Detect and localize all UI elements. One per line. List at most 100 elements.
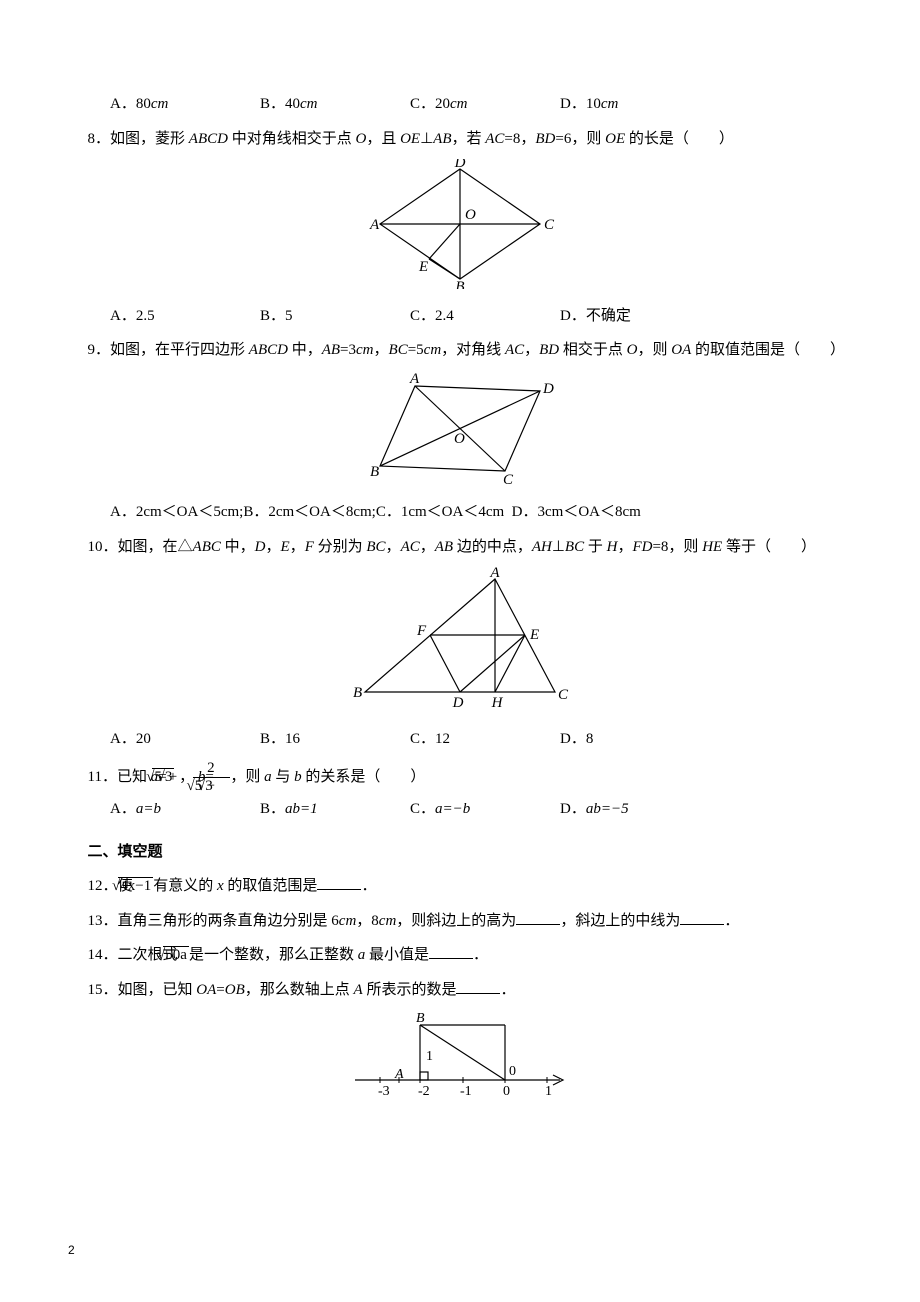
q11-frac: 25−3 (214, 760, 230, 796)
q7-d-unit: cm (601, 96, 619, 112)
q15-tick-n2: -2 (418, 1084, 430, 1099)
q9-ac: AC (505, 342, 524, 358)
q11-num: 11． (88, 769, 117, 785)
q9-ab: AB (322, 342, 340, 358)
q10-e: E (281, 539, 290, 555)
q8-opt-c: C．2.4 (410, 302, 550, 331)
q10-ac: AC (401, 539, 420, 555)
q10-t1: 如图，在△ (118, 539, 193, 555)
q8: 8．如图，菱形 ABCD 中对角线相交于点 O，且 OE⊥AB，若 AC=8，B… (68, 125, 852, 154)
q12-expr: 4x−1 (118, 877, 153, 894)
q11-3b: 3 (203, 777, 215, 794)
q7-opt-d: D．10cm (560, 90, 700, 119)
q13-num: 13． (88, 913, 118, 929)
q13-cm1: cm (339, 913, 357, 929)
q14-num: 14． (88, 947, 118, 963)
q11-options: A．a=b B．ab=1 C．a=−b D．ab=−5 (68, 795, 852, 824)
q14-expr: 50a (163, 946, 189, 963)
q15: 15．如图，已知 OA=OB，那么数轴上点 A 所表示的数是． (68, 976, 852, 1005)
q11-t2: ，则 (230, 769, 264, 785)
svg-text:A: A (409, 371, 420, 387)
q9-cm1: cm (356, 342, 374, 358)
q9-t4: 相交于点 (559, 342, 627, 358)
q15-lbl-b: B (416, 1011, 425, 1026)
q8-options: A．2.5 B．5 C．2.4 D．不确定 (68, 302, 852, 331)
q8-abcd: ABCD (189, 131, 228, 147)
svg-text:C: C (503, 472, 514, 486)
q8-eq8: =8， (504, 131, 535, 147)
q15-tick-n3: -3 (378, 1084, 390, 1099)
svg-text:B: B (370, 464, 379, 480)
q13-p: ． (724, 913, 739, 929)
q15-svg: -3 -2 -1 0 1 B A 1 0 (350, 1010, 570, 1105)
q14: 14．二次根式50a是一个整数，那么正整数 a 最小值是． (68, 941, 852, 970)
q12-sqrt: 4x−1 (133, 872, 154, 901)
q11-b-eq: ab=1 (285, 801, 318, 817)
q11-b-lbl: B． (260, 801, 285, 817)
q15-lbl-0: 0 (509, 1064, 516, 1079)
svg-text:D: D (452, 695, 464, 711)
q15-p: ． (500, 982, 515, 998)
q8-opt-d: D．不确定 (560, 302, 700, 331)
q15-b: ，那么数轴上点 (245, 982, 354, 998)
q9: 9．如图，在平行四边形 ABCD 中，AB=3cm，BC=5cm，对角线 AC，… (68, 336, 852, 365)
q8-t4: ，若 (451, 131, 485, 147)
q15-c: 所表示的数是 (363, 982, 457, 998)
q15-ob: OB (225, 982, 245, 998)
q15-figure: -3 -2 -1 0 1 B A 1 0 (68, 1010, 852, 1116)
svg-text:C: C (544, 217, 555, 233)
q13-b: ，8 (356, 913, 379, 929)
q14-c: 最小值是 (365, 947, 429, 963)
q7-opt-c: C．20cm (410, 90, 550, 119)
q10-bc: BC (366, 539, 385, 555)
q11-c-eq: a=−b (435, 801, 470, 817)
q11: 11．已知 a=5+3， b=25−3，则 a 与 b 的关系是（ ） (68, 759, 852, 795)
q10-t4: 边的中点， (453, 539, 532, 555)
q9-t2: 中， (288, 342, 322, 358)
q15-oa: OA (196, 982, 216, 998)
q10-t5: 于 (584, 539, 607, 555)
q7-options: A．80cm B．40cm C．20cm D．10cm (68, 90, 852, 119)
q8-svg: D A C B O E (360, 159, 560, 289)
q11-2: 2 (214, 760, 230, 778)
q12-c: 的取值范围是 (224, 878, 318, 894)
q9-figure: A D B C O (68, 371, 852, 497)
q10-opt-b: B．16 (260, 725, 400, 754)
q14-sqrt: 50a (178, 941, 189, 970)
q8-oe2: OE (605, 131, 625, 147)
q7-c-text: C．20 (410, 96, 450, 112)
q10-h: H (607, 539, 618, 555)
q10-ah: AH (532, 539, 552, 555)
q9-t5: ，则 (637, 342, 671, 358)
q9-o: O (627, 342, 638, 358)
q11-sqrt3b: 3 (215, 778, 217, 795)
q8-bd: BD (535, 131, 555, 147)
q15-eq: = (216, 982, 224, 998)
svg-text:C: C (558, 687, 569, 703)
q15-a: 如图，已知 (118, 982, 197, 998)
svg-text:B: B (353, 685, 362, 701)
q8-oe: OE (400, 131, 420, 147)
q9-c1: ， (374, 342, 389, 358)
q13-d: ，斜边上的中线为 (560, 913, 680, 929)
q9-t6: 的取值范围是（ ） (691, 342, 845, 358)
svg-text:O: O (454, 431, 465, 447)
q9-c2: ， (524, 342, 539, 358)
q10-perp: ⊥ (552, 539, 565, 555)
q10-fd: FD (632, 539, 652, 555)
q8-t2: 中对角线相交于点 (228, 131, 356, 147)
svg-text:H: H (491, 695, 504, 711)
q7-a-unit: cm (151, 96, 169, 112)
page: A．80cm B．40cm C．20cm D．10cm 8．如图，菱形 ABCD… (0, 0, 920, 1302)
q9-opt-d: D．3cm＜OA＜8cm (512, 498, 641, 527)
q10-opt-a: A．20 (110, 725, 250, 754)
q12: 12．使4x−1有意义的 x 的取值范围是． (68, 872, 852, 901)
q10-svg: A B C D H F E (345, 567, 575, 712)
q15-tick-n1: -1 (460, 1084, 472, 1099)
svg-text:E: E (529, 627, 539, 643)
q9-cm2: cm (424, 342, 442, 358)
q8-ac: AC (485, 131, 504, 147)
page-number: 2 (68, 1239, 75, 1262)
q11-3a: 3 (163, 768, 175, 785)
q15-A: A (354, 982, 363, 998)
